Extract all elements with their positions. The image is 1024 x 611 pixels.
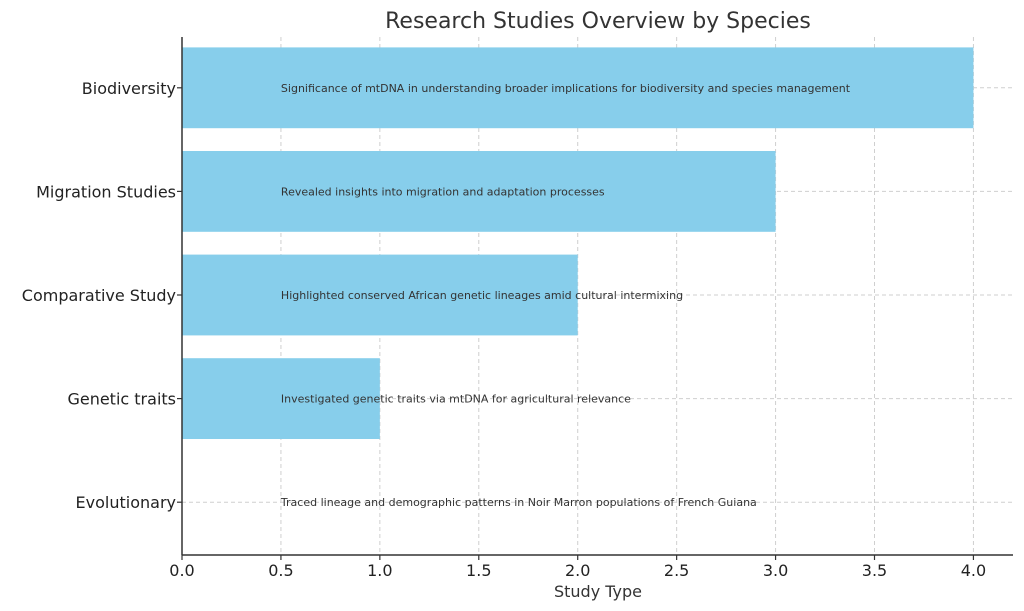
x-tick-label: 2.5 bbox=[664, 561, 689, 580]
bar-biodiversity bbox=[182, 47, 974, 129]
y-tick-label: Genetic traits bbox=[67, 390, 176, 409]
x-tick-label: 0.0 bbox=[169, 561, 194, 580]
x-tick-label: 4.0 bbox=[961, 561, 986, 580]
bar-annotation: Significance of mtDNA in understanding b… bbox=[281, 82, 851, 95]
y-tick-label: Migration Studies bbox=[36, 182, 176, 201]
bar-annotation: Revealed insights into migration and ada… bbox=[281, 185, 605, 198]
x-tick-label: 1.0 bbox=[367, 561, 392, 580]
x-tick-label: 0.5 bbox=[268, 561, 293, 580]
x-tick-label: 3.5 bbox=[862, 561, 887, 580]
x-axis-label: Study Type bbox=[554, 582, 642, 601]
y-tick-label: Biodiversity bbox=[82, 79, 176, 98]
x-tick-label: 2.0 bbox=[565, 561, 590, 580]
axes: 0.0 0.5 1.0 1.5 2.0 2.5 3.0 3.5 4.0 Biodiversity M… bbox=[22, 37, 1013, 580]
y-tick-label: Comparative Study bbox=[22, 286, 176, 305]
bar-migration-studies bbox=[182, 150, 776, 232]
x-tick-label: 3.0 bbox=[763, 561, 788, 580]
chart-title: Research Studies Overview by Species bbox=[385, 9, 811, 34]
bar-annotation: Traced lineage and demographic patterns … bbox=[280, 496, 757, 509]
bars bbox=[182, 47, 974, 440]
bar-annotation: Investigated genetic traits via mtDNA fo… bbox=[281, 393, 631, 406]
bar-genetic-traits bbox=[182, 358, 380, 440]
bar-annotation: Highlighted conserved African genetic li… bbox=[281, 289, 683, 302]
bar-annotations: Significance of mtDNA in understanding b… bbox=[280, 82, 851, 509]
y-tick-label: Evolutionary bbox=[76, 493, 176, 512]
x-tick-label: 1.5 bbox=[466, 561, 491, 580]
bar-comparative-study bbox=[182, 254, 578, 336]
